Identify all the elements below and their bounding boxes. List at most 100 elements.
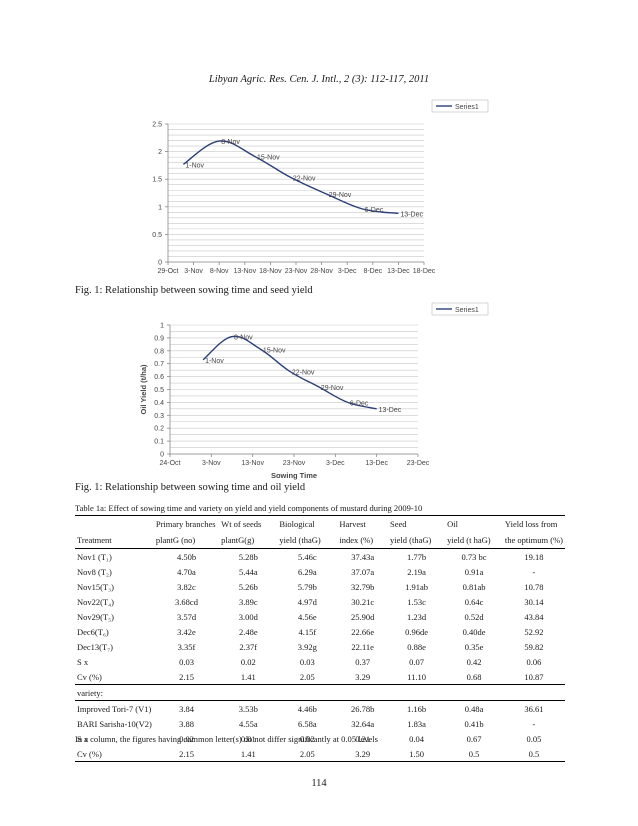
value-cell: Biological <box>277 515 338 532</box>
value-cell: Wt of seeds <box>219 515 278 532</box>
value-cell: 2.15 <box>179 671 194 682</box>
value-cell: 2.48e <box>238 626 258 637</box>
value-cell: Yield loss from <box>502 515 565 532</box>
table-row: S x 0.03 0.02 0.03 0.37 0.07 0.42 0.06 <box>75 654 565 669</box>
value-cell: 3.88 <box>179 718 194 729</box>
value-cell: 1.77b <box>407 551 427 562</box>
legend-box <box>431 99 489 113</box>
value-cell <box>277 684 338 701</box>
x-tick-label: 13-Dec <box>365 460 388 467</box>
value-cell: 1.23d <box>407 611 427 622</box>
value-cell: 0.91a <box>464 566 484 577</box>
x-tick-label: 13-Nov <box>241 460 264 467</box>
value-cell: 4.70a <box>177 566 196 577</box>
value-cell: 2.19a <box>407 566 426 577</box>
value-cell: 3.00d <box>238 611 258 622</box>
point-label: 15-Nov <box>263 348 286 355</box>
value-cell: 1.83a <box>407 718 426 729</box>
value-cell: yield (thaǤ) <box>388 532 446 549</box>
y-tick-label: 0.6 <box>154 374 164 381</box>
value-cell: 11.10 <box>407 671 426 682</box>
table-row: Nov1 (T₁) 4.50b 5.28b 5.46c 37.43a 1.77b 0.73 … <box>75 549 565 565</box>
value-cell: 3.35f <box>177 641 196 652</box>
y-tick-label: 0.7 <box>154 361 164 368</box>
table-header-row: Treatment plantǤ (no) plantǤ(g) yield (thaǤ… <box>75 532 565 549</box>
value-cell: 6.58a <box>298 718 317 729</box>
y-tick-label: 0.2 <box>154 426 164 433</box>
x-tick-label: 13-Nov <box>234 268 257 275</box>
row-label-cell <box>75 515 154 532</box>
value-cell: 5.79b <box>297 581 317 592</box>
value-cell: 0.02 <box>240 656 256 667</box>
value-cell: plantǤ(g) <box>219 532 278 549</box>
y-tick-label: 0.8 <box>154 348 164 355</box>
table-row: Improved Tori-7 (V1) 3.84 3.53b 4.46b 26.78b… <box>75 700 565 716</box>
value-cell: 6.29a <box>298 566 317 577</box>
value-cell: 0.52d <box>464 611 484 622</box>
table-row: Dec13(T₇) 3.35f 2.37f 3.92g 22.11e 0.88e 0.35e… <box>75 639 565 654</box>
seed-yield-chart: 0 0.5 1 1.5 2 2.5 29-Oct 3-Nov 8-Nov 13-Nov 18-Nov… <box>0 0 638 300</box>
table-row: Cv (%) 2.15 1.41 2.05 3.29 11.10 0.68 10.87 <box>75 669 565 685</box>
value-cell: 19.18 <box>524 551 544 562</box>
value-cell: 1.41 <box>219 746 278 762</box>
table-row: Cv (%) 2.15 1.41 2.05 3.29 1.50 0.5 0.5 <box>75 746 565 762</box>
value-cell: 3.53b <box>219 700 278 716</box>
y-tick-label: 2 <box>158 149 162 156</box>
point-label: 8-Nov <box>221 139 240 146</box>
value-cell: 4.97d <box>297 596 317 607</box>
oil-yield-chart-svg: 0 0.1 0.2 0.3 0.4 0.5 0.6 0.7 0.8 0.9 1 24-Oct 3-Nov… <box>139 302 489 480</box>
value-cell: 1.16b <box>388 700 446 716</box>
value-cell: 0.88e <box>407 641 426 652</box>
value-cell: 1.41 <box>240 671 256 682</box>
value-cell: 0.02 <box>299 733 315 744</box>
row-label-cell: variety: <box>75 684 154 701</box>
row-label-cell: Improved Tori-7 (V1) <box>75 700 154 716</box>
value-cell: - <box>532 718 536 729</box>
y-tick-label: 1.5 <box>152 177 162 184</box>
table-row: Nov29(T₅) 3.57d 3.00d 4.56e 25.90d 1.23d 0.52d… <box>75 609 565 624</box>
value-cell: 0.03 <box>179 656 194 667</box>
seed-yield-chart-svg: 0 0.5 1 1.5 2 2.5 29-Oct 3-Nov 8-Nov 13-Nov 18-Nov… <box>152 99 489 275</box>
table-row: BARI Sarisha-10(V2) 3.88 4.55a 6.58a 32.64a 1… <box>75 716 565 731</box>
value-cell: 3.29 <box>337 746 388 762</box>
value-cell <box>388 684 446 701</box>
value-cell: plantǤ (no) <box>153 532 220 549</box>
value-cell: 0.96de <box>405 626 429 637</box>
value-cell: 37.07a <box>351 566 375 577</box>
value-cell <box>153 684 220 701</box>
y-tick-label: 0.5 <box>152 232 162 239</box>
x-axis-title: Sowing Time <box>271 471 317 480</box>
y-tick-label: 0.9 <box>154 335 164 342</box>
point-label: 13-Dec <box>379 407 402 414</box>
value-cell: 30.14 <box>524 596 544 607</box>
point-label: 6-Dec <box>350 400 369 407</box>
value-cell: 4.46b <box>277 700 338 716</box>
x-tick-label: 23-Dec <box>407 460 430 467</box>
value-cell: 4.55a <box>238 718 258 729</box>
point-label: 8-Nov <box>234 335 253 342</box>
legend-label: Series1 <box>455 307 479 314</box>
value-cell: 1.91ab <box>405 581 429 592</box>
point-label: 29-Nov <box>329 192 352 199</box>
value-cell: - <box>532 566 536 577</box>
page-number: 114 <box>311 778 327 789</box>
value-cell: 0.37 <box>355 656 371 667</box>
x-tick-label: 3-Nov <box>184 268 203 275</box>
value-cell: 4.50b <box>176 551 197 562</box>
x-tick-label: 18-Nov <box>259 268 282 275</box>
oil-yield-chart: 0 0.1 0.2 0.3 0.4 0.5 0.6 0.7 0.8 0.9 1 24-Oct 3-Nov… <box>0 295 638 495</box>
value-cell: 0.06 <box>526 656 542 667</box>
value-cell: 0.48a <box>445 700 503 716</box>
value-cell: 52.92 <box>524 626 544 637</box>
x-tick-label: 8-Dec <box>363 268 382 275</box>
value-cell: 22.66e <box>351 626 375 637</box>
x-tick-label: 3-Nov <box>202 460 221 467</box>
value-cell: 3.82c <box>177 581 196 592</box>
value-cell: 3.89c <box>238 596 258 607</box>
value-cell: 1.53c <box>407 596 426 607</box>
row-label-cell: Cv (%) <box>77 671 102 682</box>
table-row: Nov15(T₃) 3.82c 5.26b 5.79b 32.79b 1.91ab 0.81… <box>75 579 565 594</box>
value-cell: 0.01 <box>240 733 256 744</box>
value-cell: 4.56e <box>298 611 317 622</box>
value-cell: 36.61 <box>502 700 565 716</box>
